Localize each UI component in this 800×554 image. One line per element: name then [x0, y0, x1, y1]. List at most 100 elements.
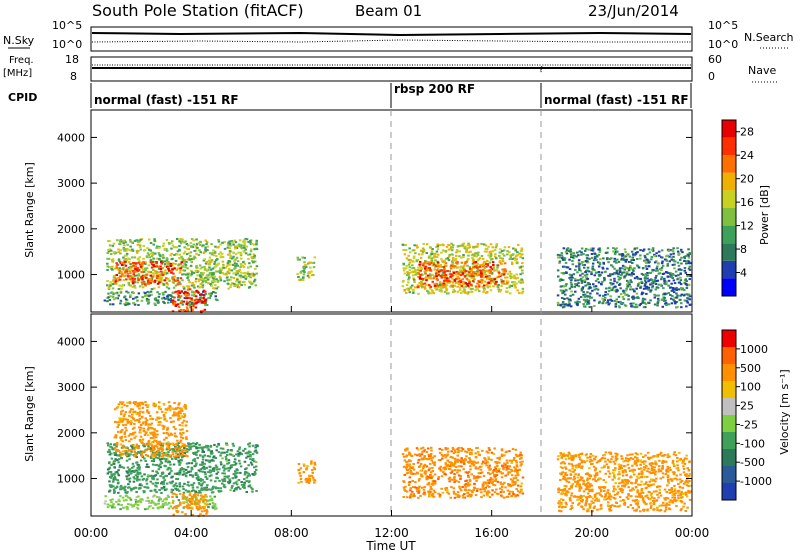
echo-cell [670, 258, 673, 261]
echo-cell [115, 486, 119, 489]
echo-cell [240, 483, 244, 486]
echo-cell [597, 248, 600, 251]
echo-cell [134, 296, 137, 299]
echo-cell [110, 464, 113, 466]
echo-cell [560, 272, 564, 274]
echo-cell [486, 263, 490, 266]
echo-cell [642, 287, 646, 290]
echo-cell [113, 489, 116, 492]
echo-cell [604, 296, 607, 299]
echo-cell [121, 450, 125, 453]
echo-cell [146, 410, 149, 413]
echo-cell [140, 484, 143, 487]
echo-cell [615, 300, 619, 303]
echo-cell [135, 479, 139, 482]
echo-cell [401, 280, 405, 283]
echo-cell [556, 294, 560, 297]
echo-cell [476, 254, 480, 257]
echo-cell [150, 499, 154, 502]
echo-cell [185, 261, 188, 263]
echo-cell [452, 272, 456, 274]
echo-cell [240, 453, 244, 456]
echo-cell [229, 453, 233, 456]
echo-cell [181, 455, 184, 458]
echo-cell [416, 490, 419, 493]
echo-cell [129, 453, 132, 456]
echo-cell [305, 468, 308, 471]
echo-cell [628, 283, 631, 286]
echo-cell [418, 282, 421, 284]
echo-cell [144, 401, 147, 404]
echo-cell [411, 490, 414, 493]
echo-cell [595, 254, 599, 257]
echo-cell [199, 468, 203, 471]
echo-cell [228, 252, 231, 255]
echo-cell [123, 269, 126, 271]
echo-cell [135, 443, 139, 446]
echo-cell [496, 266, 499, 269]
echo-cell [230, 449, 233, 452]
echo-cell [189, 251, 193, 254]
echo-cell [521, 262, 524, 265]
echo-cell [614, 259, 617, 262]
echo-cell [173, 301, 177, 304]
echo-cell [124, 435, 127, 438]
echo-cell [190, 490, 194, 492]
echo-cell [180, 299, 183, 302]
echo-cell [436, 248, 440, 251]
echo-cell [138, 404, 142, 407]
echo-cell [158, 253, 161, 256]
echo-cell [613, 253, 617, 256]
echo-cell [159, 460, 163, 463]
echo-cell [141, 278, 144, 281]
echo-cell [180, 408, 183, 411]
echo-cell [500, 486, 504, 488]
echo-cell [461, 243, 465, 245]
echo-cell [211, 267, 215, 270]
echo-cell [443, 259, 446, 262]
echo-cell [673, 263, 676, 266]
echo-cell [133, 284, 136, 287]
echo-cell [215, 259, 218, 262]
echo-cell [122, 486, 125, 489]
echo-cell [630, 259, 633, 262]
echo-cell [635, 296, 638, 299]
echo-cell [466, 460, 470, 463]
echo-cell [133, 455, 136, 457]
echo-cell [598, 300, 601, 303]
echo-cell [137, 269, 141, 272]
echo-cell [493, 491, 497, 494]
echo-cell [248, 273, 251, 276]
echo-cell [218, 490, 221, 493]
echo-cell [635, 306, 638, 309]
echo-cell [598, 294, 602, 297]
echo-cell [422, 262, 426, 265]
echo-cell [214, 464, 218, 467]
echo-cell [150, 263, 154, 266]
echo-cell [230, 269, 234, 272]
echo-cell [158, 442, 161, 445]
echo-cell [121, 264, 124, 266]
echo-cell [150, 453, 154, 456]
echo-cell [142, 249, 146, 252]
echo-cell [122, 417, 125, 420]
echo-cell [228, 263, 231, 266]
echo-cell [203, 301, 207, 304]
echo-cell [299, 467, 303, 470]
echo-cell [460, 457, 463, 460]
echo-cell [494, 246, 498, 249]
echo-cell [498, 458, 501, 461]
echo-cell [633, 247, 636, 250]
echo-cell [131, 413, 134, 416]
echo-cell [207, 506, 210, 508]
echo-cell [430, 259, 434, 262]
echo-cell [202, 495, 206, 498]
echo-cell [108, 504, 112, 507]
echo-cell [169, 421, 173, 423]
echo-cell [193, 445, 196, 448]
echo-cell [199, 470, 202, 473]
echo-cell [495, 280, 498, 283]
colorbar-frame [721, 119, 737, 297]
echo-cell [171, 453, 175, 456]
echo-cell [452, 258, 455, 261]
